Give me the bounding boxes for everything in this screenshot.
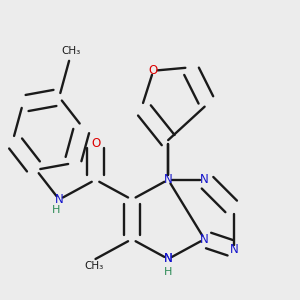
Text: N: N [164,253,172,266]
Text: N: N [200,173,209,186]
Text: O: O [149,64,158,77]
Text: N: N [55,193,64,206]
Text: N: N [164,253,172,266]
Text: CH₃: CH₃ [84,261,104,271]
Text: H: H [164,266,172,277]
Text: N: N [164,173,172,186]
Text: N: N [230,243,239,256]
Text: O: O [91,137,100,150]
Text: N: N [200,233,209,246]
Text: H: H [52,205,60,215]
Text: CH₃: CH₃ [61,46,80,56]
